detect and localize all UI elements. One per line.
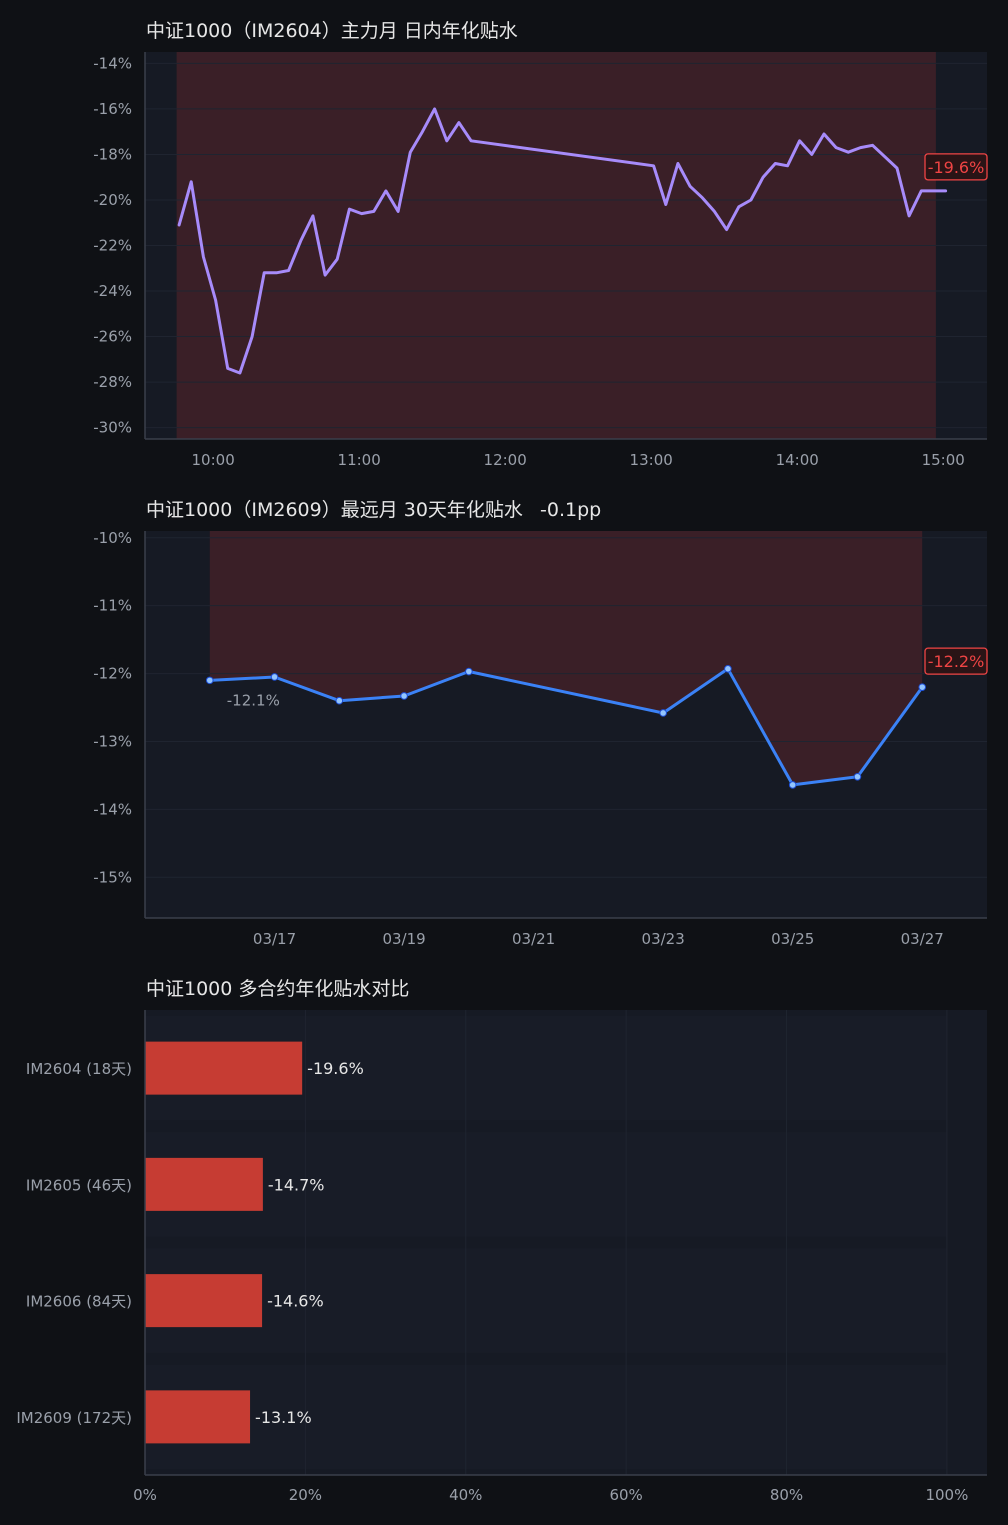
chart2-series-line (209, 667, 924, 787)
chart2-point (205, 676, 214, 685)
chart2-point (918, 683, 927, 691)
chart2-point (724, 665, 732, 673)
chart3-title: 中证1000 多合约年化贴水对比 (146, 978, 409, 1000)
chart2-title-suffix: -0.1pp (540, 499, 601, 521)
chart3-category-label: IM2606 (84天) (26, 1293, 132, 1311)
chart3-x-tick-label: 80% (770, 1486, 803, 1504)
chart2-end-label: -12.2% (928, 652, 985, 671)
chart1-x-tick-label: 14:00 (776, 451, 819, 469)
chart2-start-label: -12.1% (227, 691, 280, 709)
chart2-x-tick-label: 03/25 (771, 930, 814, 948)
chart2-point (400, 692, 408, 700)
chart2-x-tick-label: 03/23 (642, 930, 685, 948)
chart1-x-tick-label: 15:00 (922, 451, 965, 469)
chart1-end-label-box (924, 153, 988, 181)
chart2-point (335, 696, 344, 705)
chart3-row-band (145, 1364, 947, 1469)
chart3-bar-value-label: -13.1% (255, 1408, 312, 1427)
chart3-x-tick-label: 40% (449, 1486, 482, 1504)
chart2-y-tick-label: -12% (93, 665, 132, 683)
chart3-x-tick-label: 0% (133, 1486, 157, 1504)
chart3-bar (145, 1157, 263, 1211)
chart1-x-tick-label: 13:00 (630, 451, 673, 469)
chart2-y-tick-label: -10% (93, 529, 132, 547)
chart3-bar-value-label: -14.7% (268, 1175, 325, 1194)
chart3-row-band (145, 1132, 947, 1237)
chart2-end-label-box (924, 647, 988, 675)
chart2-point (788, 781, 797, 789)
chart3-x-tick-label: 100% (925, 1486, 968, 1504)
chart3-bar-value-label: -14.6% (267, 1292, 324, 1311)
chart2-x-tick-label: 03/19 (382, 930, 425, 948)
chart1-title: 中证1000（IM2604）主力月 日内年化贴水 (146, 20, 518, 42)
chart1-y-tick-label: -24% (93, 282, 132, 300)
chart3-category-label: IM2605 (46天) (26, 1176, 132, 1194)
chart3-category-label: IM2609 (172天) (16, 1409, 132, 1427)
chart1-y-tick-label: -18% (93, 145, 132, 163)
chart1-series-line (177, 107, 948, 375)
chart3-bar (145, 1274, 263, 1328)
chart3-bar-value-label: -19.6% (307, 1059, 364, 1078)
chart2-x-tick-label: 03/21 (512, 930, 555, 948)
chart1-x-tick-label: 10:00 (192, 451, 235, 469)
chart2-title: 中证1000（IM2609）最远月 30天年化贴水 (146, 499, 523, 521)
chart2-point (853, 772, 862, 781)
chart1-y-tick-label: -14% (93, 54, 132, 72)
chart1-y-tick-label: -20% (93, 191, 132, 209)
chart2-point (465, 667, 473, 676)
chart1-x-tick-label: 11:00 (338, 451, 381, 469)
chart2-point (270, 673, 279, 681)
chart3-row-band (145, 1248, 947, 1353)
chart3-x-tick-label: 60% (609, 1486, 642, 1504)
chart3-category-label: IM2604 (18天) (26, 1060, 132, 1078)
chart1-end-label: -19.6% (928, 158, 985, 177)
chart2-point (659, 709, 667, 717)
chart2-y-tick-label: -15% (93, 868, 132, 886)
chart1-y-tick-label: -30% (93, 419, 132, 437)
chart3-bar (145, 1041, 303, 1095)
chart1-y-tick-label: -28% (93, 373, 132, 391)
chart3-x-tick-label: 20% (289, 1486, 322, 1504)
chart1-y-tick-label: -16% (93, 100, 132, 118)
chart1-y-tick-label: -26% (93, 328, 132, 346)
chart2-x-tick-label: 03/27 (901, 930, 944, 948)
chart1-y-tick-label: -22% (93, 237, 132, 255)
chart2-y-tick-label: -14% (93, 800, 132, 818)
chart2-y-tick-label: -13% (93, 732, 132, 750)
chart1-x-tick-label: 12:00 (484, 451, 527, 469)
chart2-x-tick-label: 03/17 (253, 930, 296, 948)
chart2-shade-area (209, 531, 923, 785)
chart3-bar (145, 1390, 251, 1444)
chart2-y-tick-label: -11% (93, 597, 132, 615)
